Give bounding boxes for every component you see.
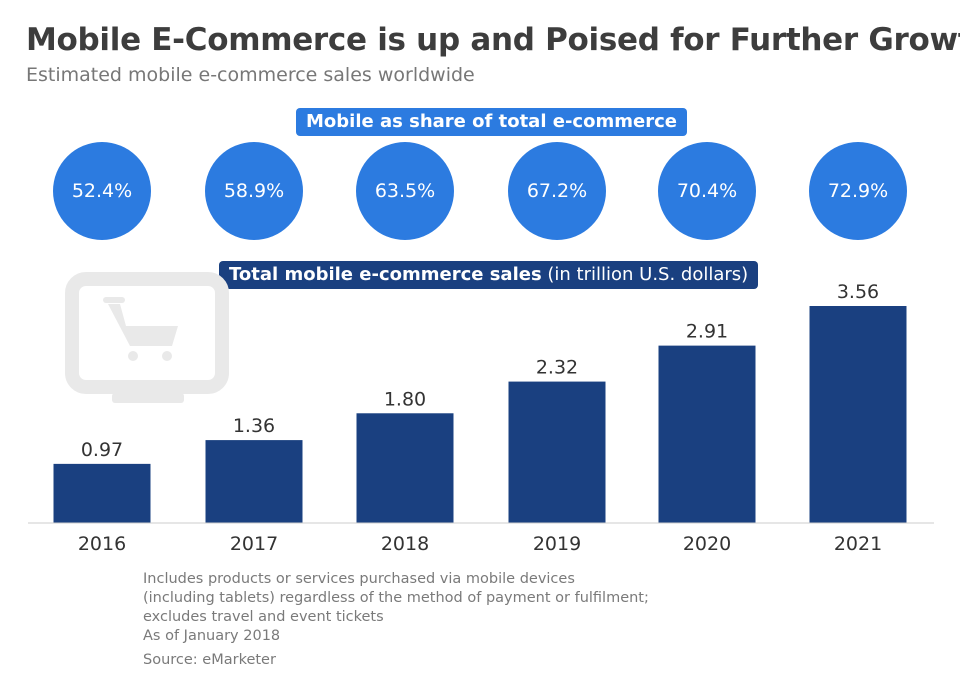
value-label-2020: 2.91 <box>686 321 728 343</box>
share-circle-2016: 52.4% <box>53 142 151 240</box>
bar-2021 <box>809 306 907 523</box>
share-circle-2020: 70.4% <box>658 142 756 240</box>
bar-2017 <box>205 440 303 523</box>
sales-label-unit: (in trillion U.S. dollars) <box>541 264 749 285</box>
footnote: Includes products or services purchased … <box>143 570 703 646</box>
source-note: Source: eMarketer <box>143 652 276 668</box>
bar-2020 <box>658 345 756 523</box>
value-label-2019: 2.32 <box>536 357 578 379</box>
share-section-label: Mobile as share of total e-commerce <box>296 108 687 136</box>
value-label-2018: 1.80 <box>384 388 426 410</box>
share-circle-2019: 67.2% <box>508 142 606 240</box>
sales-section-label: Total mobile e-commerce sales (in trilli… <box>219 261 759 289</box>
bar-2016 <box>53 463 151 523</box>
category-label-2017: 2017 <box>230 533 278 555</box>
sales-label-main: Total mobile e-commerce sales <box>229 264 542 285</box>
category-label-2021: 2021 <box>834 533 882 555</box>
value-label-2017: 1.36 <box>233 415 275 437</box>
bar-2019 <box>508 381 606 523</box>
share-circle-2018: 63.5% <box>356 142 454 240</box>
share-circle-2017: 58.9% <box>205 142 303 240</box>
category-label-2019: 2019 <box>533 533 581 555</box>
category-label-2020: 2020 <box>683 533 731 555</box>
bar-2018 <box>356 413 454 523</box>
footnote-line: excludes travel and event tickets <box>143 609 384 625</box>
bars-group: 0.97 2016 1.36 2017 1.80 2018 2.32 2019 2.91 2020… <box>53 281 907 555</box>
footnote-line: (including tablets) regardless of the me… <box>143 590 649 606</box>
category-label-2018: 2018 <box>381 533 429 555</box>
footnote-line: As of January 2018 <box>143 628 281 644</box>
value-label-2016: 0.97 <box>81 439 123 461</box>
category-label-2016: 2016 <box>78 533 126 555</box>
share-circle-2021: 72.9% <box>809 142 907 240</box>
shopping-cart-monitor-icon <box>65 272 229 403</box>
chart-title: Mobile E-Commerce is up and Poised for F… <box>26 22 960 58</box>
chart-subtitle: Estimated mobile e-commerce sales worldw… <box>26 64 475 86</box>
footnote-line: Includes products or services purchased … <box>143 571 575 587</box>
value-label-2021: 3.56 <box>837 281 879 303</box>
